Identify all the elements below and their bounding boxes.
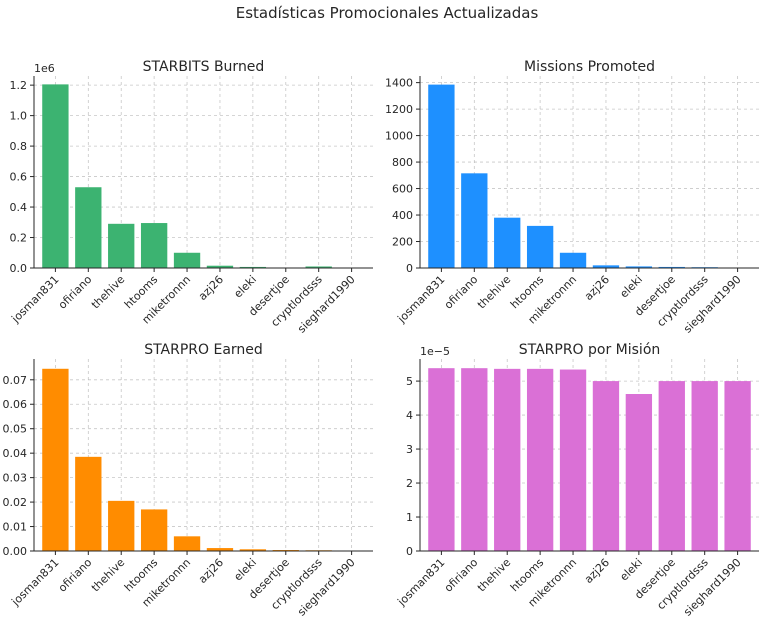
y-tick-label: 1.0 [10, 110, 28, 123]
x-tick-label: eleki [231, 273, 259, 301]
y-tick-label: 0 [406, 545, 413, 558]
x-tick-label: sieghard1990 [681, 273, 744, 336]
bar-thehive [108, 500, 135, 551]
bar-azj26 [592, 381, 620, 551]
y-tick-label: 600 [392, 183, 413, 196]
x-tick-label: thehive [475, 273, 514, 312]
x-tick-label: azj26 [582, 556, 612, 586]
y-tick-label: 0.0 [10, 262, 28, 275]
bar-miketronnn [173, 252, 201, 268]
x-tick-label: josman831 [395, 556, 448, 609]
x-tick-label: ofiriano [56, 273, 95, 312]
y-tick-label: 0.07 [3, 374, 28, 387]
bar-josman831 [428, 84, 455, 268]
chart-panel-2: 0 200 400 600 800 1000 1200 1400 josman831ofiria… [385, 59, 759, 336]
bar-sieghard1990 [724, 381, 751, 551]
bar-eleki [625, 394, 653, 551]
bar-ofiriano [75, 456, 102, 551]
bar-cryptlordsss [305, 266, 332, 268]
chart-panel-4: 012345josman831ofirianothehivehtoomsmike… [395, 342, 759, 619]
x-tick-label: sieghard1990 [295, 556, 358, 619]
bar-eleki [239, 549, 267, 551]
bar-thehive [494, 368, 521, 551]
x-tick-label: ofiriano [442, 273, 481, 312]
y-tick-label: 3 [406, 443, 413, 456]
bar-azj26 [206, 548, 234, 551]
y-tick-label: 200 [392, 236, 413, 249]
y-tick-label: 2 [406, 477, 413, 490]
bar-eleki [239, 266, 267, 268]
y-tick-label: 0.02 [3, 496, 28, 509]
axis-offset-label: 1e−5 [420, 345, 450, 358]
panel-title: Missions Promoted [524, 59, 655, 75]
bar-eleki [625, 266, 653, 268]
x-tick-label: josman831 [395, 273, 448, 326]
bar-miketronnn [559, 252, 587, 268]
y-tick-label: 0.04 [3, 447, 28, 460]
y-tick-label: 5 [406, 375, 413, 388]
y-tick-label: 800 [392, 156, 413, 169]
bar-ofiriano [461, 368, 488, 551]
y-tick-label: 0.00 [3, 545, 28, 558]
bar-cryptlordsss [691, 381, 718, 551]
y-tick-label: 0.05 [3, 423, 28, 436]
y-tick-label: 0.2 [10, 232, 28, 245]
bar-josman831 [428, 368, 455, 551]
chart-panel-1: 0.0 0.2 0.4 0.6 0.8 1.0 1.2 josman831ofirianoth… [9, 59, 373, 336]
x-tick-label: azj26 [196, 556, 226, 586]
panel-title: STARBITS Burned [143, 59, 265, 75]
x-tick-label: eleki [617, 273, 645, 301]
bar-thehive [494, 217, 521, 268]
y-tick-label: 0.03 [3, 472, 28, 485]
bar-ofiriano [75, 187, 102, 268]
y-tick-label: 400 [392, 209, 413, 222]
bar-htooms [140, 223, 168, 268]
bar-htooms [140, 509, 168, 551]
x-tick-label: thehive [89, 556, 128, 595]
bar-miketronnn [559, 369, 587, 551]
y-tick-label: 0.4 [10, 201, 28, 214]
bar-azj26 [206, 265, 234, 268]
bar-desertjoe [658, 381, 685, 551]
x-tick-label: azj26 [582, 273, 612, 303]
bar-miketronnn [173, 536, 201, 551]
bar-htooms [526, 225, 554, 268]
x-tick-label: josman831 [9, 273, 62, 326]
x-tick-label: josman831 [9, 556, 62, 609]
y-tick-label: 0.6 [10, 171, 28, 184]
y-tick-label: 1.2 [10, 79, 28, 92]
x-tick-label: eleki [231, 556, 259, 584]
y-tick-label: 0 [406, 262, 413, 275]
figure-title: Estadísticas Promocionales Actualizadas [236, 4, 539, 22]
x-tick-label: ofiriano [56, 556, 95, 595]
y-tick-label: 1 [406, 511, 413, 524]
x-tick-label: sieghard1990 [295, 273, 358, 336]
bar-desertjoe [658, 266, 685, 268]
bar-htooms [526, 368, 554, 551]
chart-panel-3: 0.00 0.01 0.02 0.03 0.04 0.05 0.06 0.07 josman83… [3, 342, 373, 619]
x-tick-label: thehive [89, 273, 128, 312]
panel-title: STARPRO Earned [144, 342, 263, 358]
y-tick-label: 1400 [385, 77, 413, 90]
bar-josman831 [42, 368, 69, 551]
y-tick-label: 1000 [385, 130, 413, 143]
bar-ofiriano [461, 173, 488, 268]
x-tick-label: thehive [475, 556, 514, 595]
y-tick-label: 4 [406, 409, 413, 422]
y-tick-label: 0.06 [3, 398, 28, 411]
y-tick-label: 0.8 [10, 140, 28, 153]
x-tick-label: eleki [617, 556, 645, 584]
bar-josman831 [42, 84, 69, 268]
panel-title: STARPRO por Misión [519, 342, 661, 358]
y-tick-label: 0.01 [3, 521, 28, 534]
x-tick-label: sieghard1990 [681, 556, 744, 619]
x-tick-label: ofiriano [442, 556, 481, 595]
bar-thehive [108, 223, 135, 268]
axis-offset-label: 1e6 [34, 62, 55, 75]
bar-azj26 [592, 265, 620, 268]
x-tick-label: azj26 [196, 273, 226, 303]
y-tick-label: 1200 [385, 103, 413, 116]
